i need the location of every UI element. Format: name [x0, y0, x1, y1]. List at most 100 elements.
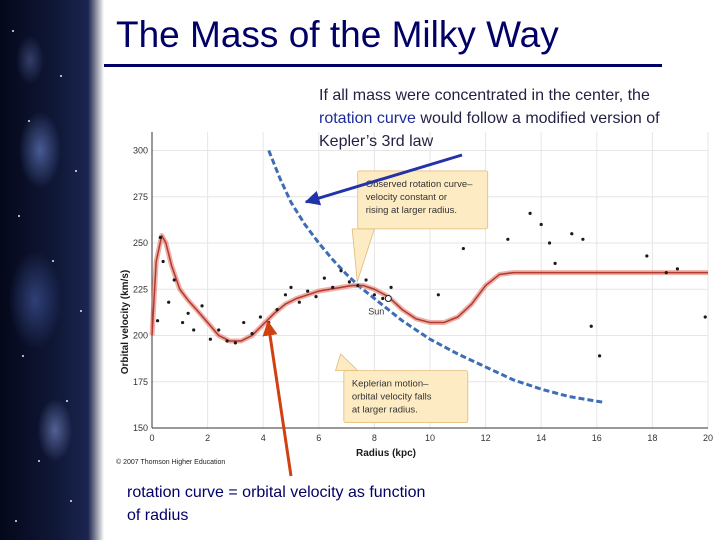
keplerian-curve — [267, 149, 603, 404]
x-tick-label: 12 — [481, 433, 491, 443]
slide-title: The Mass of the Milky Way — [116, 14, 559, 55]
data-point — [553, 261, 557, 265]
data-point — [208, 337, 212, 341]
y-tick-label: 175 — [133, 377, 148, 387]
star — [38, 460, 40, 462]
data-point — [322, 276, 326, 280]
y-tick-label: 200 — [133, 331, 148, 341]
y-tick-label: 300 — [133, 146, 148, 156]
data-point — [250, 332, 254, 336]
y-tick-label: 150 — [133, 423, 148, 433]
data-point — [589, 324, 593, 328]
callout-text: rising at larger radius. — [366, 205, 457, 216]
data-point — [314, 295, 318, 299]
data-point — [597, 354, 602, 358]
star — [15, 520, 17, 522]
sun-label: Sun — [368, 307, 384, 317]
data-point — [461, 246, 465, 251]
chart-tick-labels: 0 2 4 6 8 10 12 14 16 18 20 150 175 200 225 250 275 300 — [133, 146, 713, 444]
data-point — [645, 254, 649, 258]
data-point — [267, 320, 271, 325]
data-point — [258, 315, 263, 319]
chart-callouts: Observed rotation curve– velocity constan… — [334, 170, 489, 424]
x-tick-label: 4 — [261, 433, 266, 443]
chart-axes — [151, 132, 708, 429]
data-point — [233, 341, 237, 345]
y-axis-label: Orbital velocity (km/s) — [120, 270, 131, 374]
data-point — [306, 289, 310, 293]
data-point — [356, 283, 360, 288]
callout-box — [343, 370, 469, 424]
data-point — [167, 300, 171, 304]
sun-marker — [384, 295, 392, 302]
rotation-curve-chart: Sun 0 2 4 6 8 10 12 14 16 18 20 150 175 200 225 250 275 3… — [120, 132, 713, 459]
data-point — [283, 293, 288, 297]
data-point — [192, 328, 196, 332]
x-tick-label: 18 — [647, 433, 657, 443]
data-point — [436, 293, 440, 297]
kepler-note: If all mass were concentrated in the cen… — [319, 84, 699, 153]
star — [52, 260, 54, 262]
x-tick-label: 14 — [536, 433, 546, 443]
x-tick-label: 16 — [592, 433, 602, 443]
galaxy-image-strip — [0, 0, 104, 540]
star — [22, 355, 24, 357]
kepler-note-part1: If all mass were concentrated in the cen… — [319, 87, 650, 104]
rotation-curve-definition: rotation curve = orbital velocity as fun… — [127, 484, 426, 524]
callout-text: orbital velocity falls — [352, 392, 432, 403]
data-point — [161, 259, 165, 264]
data-point — [200, 304, 204, 308]
chart-series: Sun — [149, 149, 708, 404]
data-point — [339, 269, 343, 273]
star — [60, 75, 62, 77]
x-tick-label: 8 — [372, 433, 377, 443]
y-tick-label: 275 — [133, 192, 148, 202]
data-point — [242, 320, 246, 325]
y-tick-label: 225 — [133, 284, 148, 294]
data-point — [372, 293, 376, 297]
kepler-note-highlight: rotation curve — [319, 110, 416, 127]
data-point — [506, 237, 510, 241]
callout-text: at larger radius. — [352, 405, 418, 416]
data-point — [172, 278, 176, 282]
star — [80, 310, 82, 312]
copyright-text: © 2007 Thomson Higher Education — [116, 459, 226, 466]
callout-text: Observed rotation curve– — [366, 179, 473, 190]
data-point — [570, 232, 574, 236]
callout-pointer — [334, 353, 359, 372]
observed-curve — [151, 234, 708, 342]
data-point — [186, 311, 190, 315]
data-point — [528, 211, 532, 215]
star — [28, 120, 30, 122]
y-tick-label: 250 — [133, 238, 148, 248]
data-point — [297, 300, 301, 304]
data-point — [275, 308, 279, 312]
star — [18, 215, 20, 217]
star — [66, 400, 68, 402]
x-tick-label: 20 — [703, 433, 713, 443]
x-axis-label: Radius (kpc) — [356, 448, 416, 459]
data-point — [364, 278, 368, 282]
data-point — [664, 271, 668, 275]
data-point — [539, 222, 543, 227]
data-point — [225, 339, 229, 343]
data-point — [158, 235, 162, 240]
x-tick-label: 6 — [316, 433, 321, 443]
callout-text: Keplerian motion– — [352, 379, 429, 390]
figure-panel: Sun 0 2 4 6 8 10 12 14 16 18 20 150 175 200 225 250 275 3… — [116, 128, 720, 470]
data-point — [155, 319, 160, 323]
sidebar-fade — [88, 0, 104, 540]
data-point — [347, 280, 351, 284]
star — [70, 500, 72, 502]
data-point — [289, 285, 293, 289]
data-point — [581, 237, 585, 241]
data-point — [217, 328, 221, 332]
x-tick-label: 10 — [425, 433, 435, 443]
star — [75, 170, 77, 172]
title-underline — [104, 64, 662, 67]
data-point — [703, 315, 707, 319]
data-point — [675, 267, 680, 271]
callout-pointer — [351, 228, 375, 282]
kepler-note-part2: would follow a modified version of Keple… — [319, 110, 660, 150]
data-point — [547, 241, 552, 245]
